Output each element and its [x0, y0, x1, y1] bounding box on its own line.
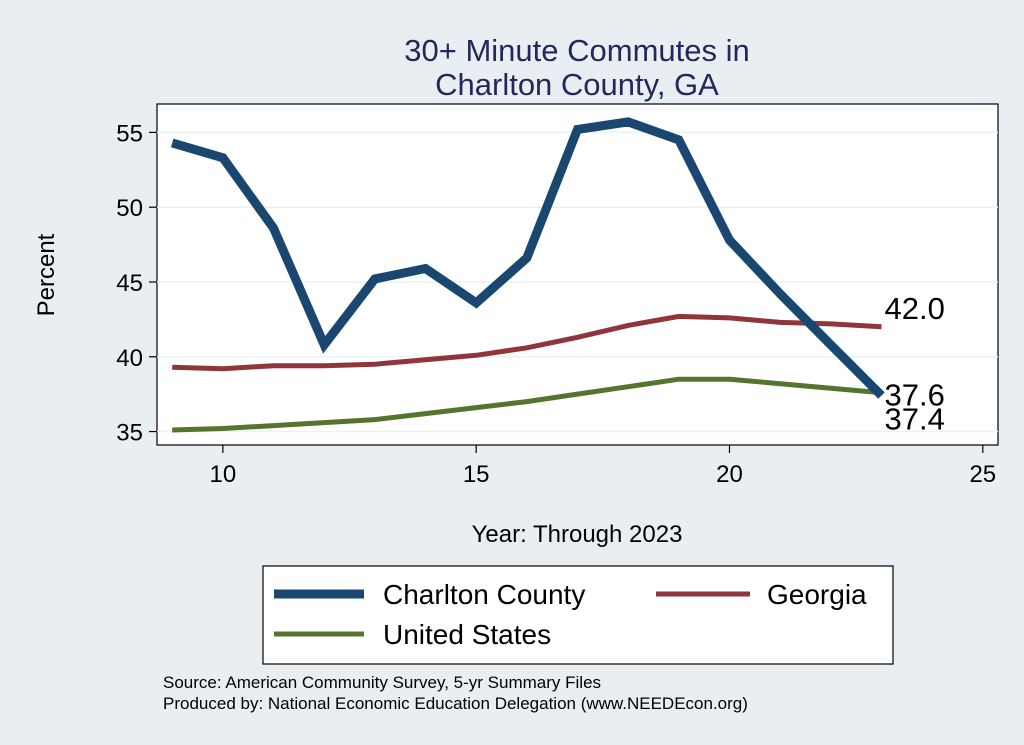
y-axis-label: Percent — [33, 233, 60, 316]
y-axis: 35 40 45 50 55 — [116, 120, 157, 447]
end-labels: 37.4 42.0 37.6 — [884, 291, 944, 437]
end-label-united-states: 37.6 — [884, 378, 944, 413]
x-tick-label-25: 25 — [969, 461, 996, 488]
legend-label-charlton-county: Charlton County — [383, 579, 585, 610]
producer-note: Produced by: National Economic Education… — [163, 694, 748, 713]
x-tick-label-15: 15 — [463, 461, 490, 488]
legend-label-united-states: United States — [383, 619, 551, 650]
series-line-charlton-county — [170, 117, 885, 399]
end-label-georgia: 42.0 — [884, 291, 944, 326]
series-lines — [170, 117, 885, 433]
series-line-united-states — [172, 376, 882, 433]
source-note: Source: American Community Survey, 5-yr … — [163, 673, 601, 692]
x-tick-label-10: 10 — [210, 461, 237, 488]
chart-title-line-2: Charlton County, GA — [435, 67, 719, 102]
x-axis-label: Year: Through 2023 — [472, 521, 683, 548]
y-tick-label-40: 40 — [116, 345, 143, 372]
chart-title-line-1: 30+ Minute Commutes in — [404, 33, 749, 68]
y-tick-label-55: 55 — [116, 120, 143, 147]
x-axis: 10 15 20 25 — [210, 445, 996, 488]
series-line-georgia — [172, 313, 882, 372]
x-tick-label-20: 20 — [716, 461, 743, 488]
y-tick-label-45: 45 — [116, 270, 143, 297]
legend-box — [262, 565, 894, 665]
y-tick-label-35: 35 — [116, 420, 143, 447]
legend-label-georgia: Georgia — [767, 579, 867, 610]
end-label-charlton-county: 37.4 — [884, 402, 944, 437]
y-tick-label-50: 50 — [116, 195, 143, 222]
